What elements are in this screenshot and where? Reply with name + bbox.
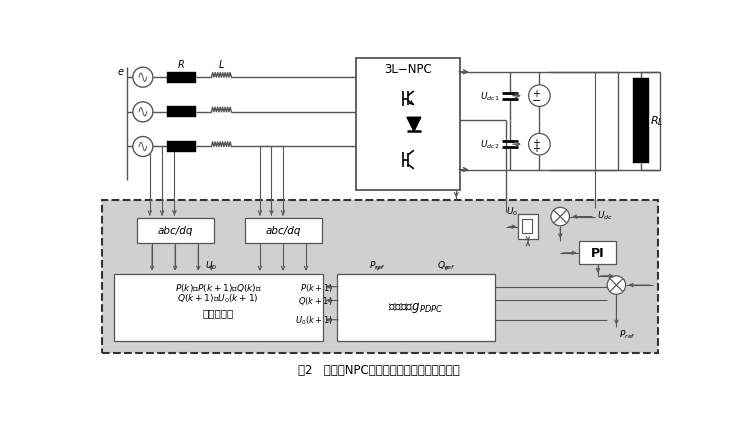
Text: 价值函数$g_{PDPC}$: 价值函数$g_{PDPC}$: [388, 301, 443, 315]
Text: $Q(k+1)$: $Q(k+1)$: [298, 295, 333, 307]
Bar: [337, 274, 495, 342]
Text: $U_0$: $U_0$: [506, 204, 519, 217]
Bar: [633, 79, 649, 164]
Ellipse shape: [528, 134, 551, 155]
Bar: [579, 242, 616, 265]
Bar: [114, 274, 323, 342]
Bar: [244, 219, 321, 243]
Text: $U_{dc2}$: $U_{dc2}$: [480, 138, 500, 151]
Circle shape: [133, 137, 153, 157]
Circle shape: [133, 103, 153, 123]
Text: +: +: [532, 144, 540, 154]
Circle shape: [551, 208, 570, 226]
Text: $P(k)$，$P(k+1)$，$Q(k)$，: $P(k)$，$P(k+1)$，$Q(k)$，: [175, 282, 262, 294]
Text: 3L−NPC: 3L−NPC: [385, 63, 432, 76]
Text: +: +: [532, 138, 540, 147]
Text: $P_{ref}$: $P_{ref}$: [619, 328, 636, 340]
Text: $Q(k+1)$，$U_0(k+1)$: $Q(k+1)$，$U_0(k+1)$: [178, 292, 259, 305]
Text: −: −: [531, 95, 541, 105]
Text: $P_{ref}$: $P_{ref}$: [369, 259, 386, 271]
Text: $U_{dc}$: $U_{dc}$: [597, 208, 613, 221]
Text: abc/dq: abc/dq: [265, 226, 300, 236]
Polygon shape: [407, 118, 421, 132]
Bar: [356, 59, 460, 191]
Text: $U_{dc1}$: $U_{dc1}$: [480, 90, 500, 103]
Text: R: R: [178, 60, 185, 70]
Bar: [522, 219, 533, 233]
Text: PI: PI: [591, 247, 605, 259]
Text: $R_L$: $R_L$: [650, 114, 663, 128]
Circle shape: [133, 68, 153, 88]
Bar: [518, 215, 538, 239]
Bar: [166, 72, 196, 83]
Text: L: L: [219, 60, 224, 70]
Text: 图2   三电平NPC整流器预测直接功率控制结构: 图2 三电平NPC整流器预测直接功率控制结构: [298, 363, 460, 377]
Bar: [137, 219, 214, 243]
Text: $U_0$: $U_0$: [205, 259, 218, 271]
Text: $P(k+1)$: $P(k+1)$: [300, 281, 333, 293]
Text: $U_0(k+1)$: $U_0(k+1)$: [295, 314, 333, 326]
Ellipse shape: [528, 86, 551, 107]
Text: +: +: [532, 89, 540, 99]
Bar: [166, 107, 196, 118]
Text: abc/dq: abc/dq: [158, 226, 193, 236]
Text: e: e: [118, 67, 124, 77]
Bar: [102, 201, 658, 353]
Text: $Q_{ref}$: $Q_{ref}$: [437, 259, 456, 271]
Text: 计算、估测: 计算、估测: [203, 307, 234, 317]
Circle shape: [608, 276, 625, 295]
Bar: [166, 142, 196, 153]
